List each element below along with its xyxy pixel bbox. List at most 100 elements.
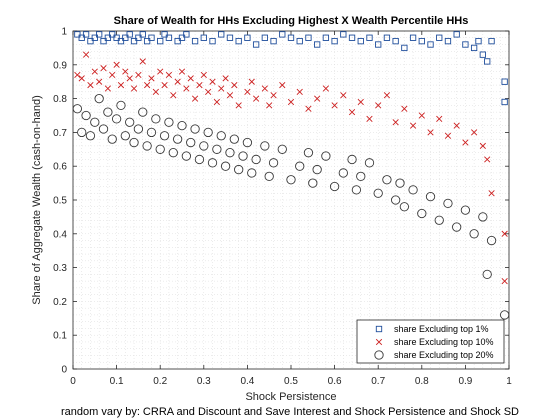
data-point <box>111 114 122 124</box>
data-point <box>78 75 85 82</box>
data-point <box>395 178 405 188</box>
data-point <box>484 58 491 65</box>
data-point <box>135 71 142 79</box>
data-point <box>129 137 139 148</box>
data-point <box>234 164 244 175</box>
data-point <box>148 34 155 41</box>
data-point <box>139 31 146 38</box>
data-point <box>469 229 479 239</box>
data-point <box>486 235 497 246</box>
data-point <box>408 185 418 195</box>
legend-label-2: share Excluding top 10% <box>394 337 494 347</box>
data-point <box>113 34 120 41</box>
data-point <box>247 168 257 178</box>
data-point <box>462 41 469 48</box>
data-point <box>113 61 120 68</box>
data-point <box>117 37 125 45</box>
data-point <box>191 37 199 45</box>
data-point <box>331 102 338 109</box>
data-point <box>321 151 331 161</box>
data-point <box>164 117 174 127</box>
data-point <box>87 37 94 45</box>
data-point <box>382 175 392 185</box>
legend-items: share Excluding top 1% share Excluding to… <box>374 324 494 360</box>
data-point <box>470 44 478 52</box>
data-point <box>144 81 151 89</box>
data-point <box>181 151 192 161</box>
data-point <box>453 122 460 129</box>
data-point <box>443 198 453 209</box>
data-point <box>401 105 408 112</box>
data-point <box>187 75 194 82</box>
y-tick-label: 1 <box>61 27 67 38</box>
data-point <box>452 222 462 232</box>
data-point <box>82 31 90 38</box>
data-point <box>126 31 133 38</box>
data-point <box>484 156 491 163</box>
data-point <box>231 81 238 89</box>
data-point <box>418 112 425 119</box>
data-point <box>499 310 510 320</box>
data-point <box>178 68 186 75</box>
data-point <box>77 127 87 138</box>
data-point <box>209 37 216 45</box>
data-point <box>501 78 508 85</box>
data-point <box>170 92 177 99</box>
data-point <box>200 34 207 41</box>
data-point <box>261 34 268 41</box>
data-point <box>143 37 151 45</box>
data-point <box>340 92 347 99</box>
data-point <box>194 154 205 165</box>
data-point <box>357 98 364 106</box>
data-point <box>314 95 321 102</box>
legend-marker-1 <box>375 325 383 333</box>
x-tick-label: 0.4 <box>240 376 254 387</box>
data-point <box>338 168 348 178</box>
data-point <box>174 37 181 45</box>
data-point <box>471 129 478 136</box>
y-axis-label: Share of Aggregate Wealth (cash-on-hand) <box>31 95 43 305</box>
data-point <box>229 134 239 144</box>
y-tick-label: 0.9 <box>53 60 67 71</box>
data-point <box>213 98 220 106</box>
data-point <box>96 31 103 38</box>
data-point <box>286 175 296 185</box>
y-tick-label: 0.8 <box>53 94 67 105</box>
data-point <box>151 114 161 124</box>
series-2 <box>74 51 508 285</box>
data-point <box>104 34 112 41</box>
legend-marker-3 <box>374 350 384 360</box>
data-point <box>205 88 212 95</box>
data-point <box>157 68 164 75</box>
data-point <box>109 31 116 38</box>
data-point <box>82 51 90 58</box>
data-point <box>322 34 330 41</box>
data-point <box>207 158 218 168</box>
data-point <box>218 85 225 92</box>
data-point <box>126 75 133 82</box>
data-point <box>190 124 200 134</box>
data-point <box>501 230 508 237</box>
data-point <box>78 34 85 41</box>
data-point <box>277 144 287 154</box>
data-point <box>122 68 129 75</box>
data-point <box>308 178 318 188</box>
data-point <box>347 154 357 165</box>
data-point <box>253 95 260 102</box>
data-point <box>375 102 382 109</box>
data-point <box>366 115 373 122</box>
data-point <box>295 161 305 171</box>
legend-label-3: share Excluding top 20% <box>394 350 494 360</box>
data-point <box>366 34 373 41</box>
x-tick-label: 0.3 <box>197 376 211 387</box>
data-point <box>392 37 399 45</box>
data-point <box>155 144 165 154</box>
y-tick-label: 0.4 <box>53 229 67 240</box>
data-point <box>364 158 375 168</box>
data-point <box>174 78 181 85</box>
data-point <box>81 110 91 121</box>
data-point <box>120 131 130 141</box>
data-point <box>417 208 427 219</box>
data-point <box>122 34 129 41</box>
x-tick-label: 0.9 <box>458 376 472 387</box>
